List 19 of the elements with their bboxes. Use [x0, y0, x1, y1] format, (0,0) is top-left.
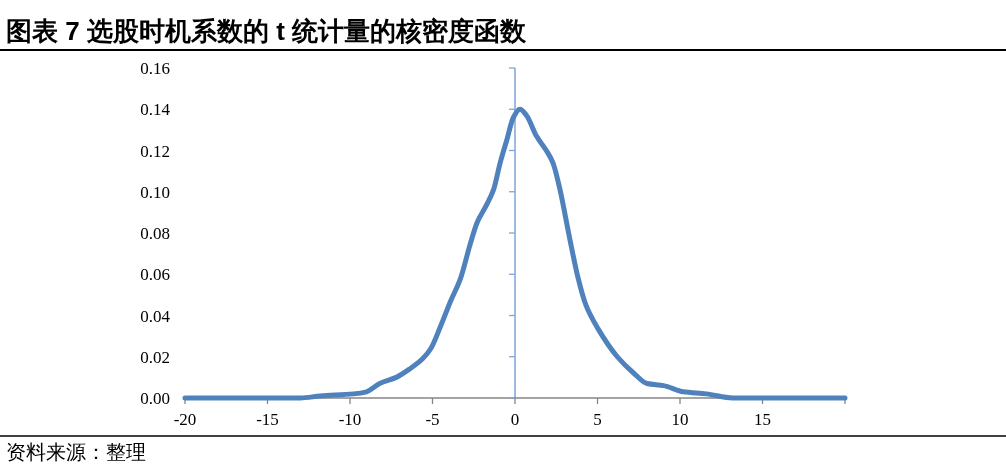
y-tick-label: 0.12	[140, 141, 170, 161]
x-tick-label: 15	[754, 410, 771, 429]
x-tick-label: 5	[593, 410, 602, 429]
title: 图表 7 选股时机系数的 t 统计量的核密度函数	[6, 16, 526, 46]
y-tick-label: 0.02	[140, 347, 170, 367]
x-tick-label: -5	[425, 410, 440, 429]
y-tick-label: 0.08	[140, 224, 170, 243]
x-tick-label: 0	[510, 410, 520, 429]
y-tick-label: 0.04	[140, 306, 171, 326]
x-tick-label: 10	[671, 410, 689, 429]
x-tick-label: -20	[173, 410, 197, 429]
x-tick-label: -15	[256, 410, 279, 429]
y-tick-label: 0.14	[140, 100, 171, 120]
y-tick-label: 0.10	[140, 182, 170, 202]
annotation: 资料来源：整理	[6, 441, 146, 463]
y-tick-label: 0.06	[140, 265, 170, 285]
x-tick-label: -10	[338, 410, 362, 429]
y-tick-label: 0.16	[140, 59, 170, 78]
y-tick-label: 0.00	[140, 389, 170, 408]
